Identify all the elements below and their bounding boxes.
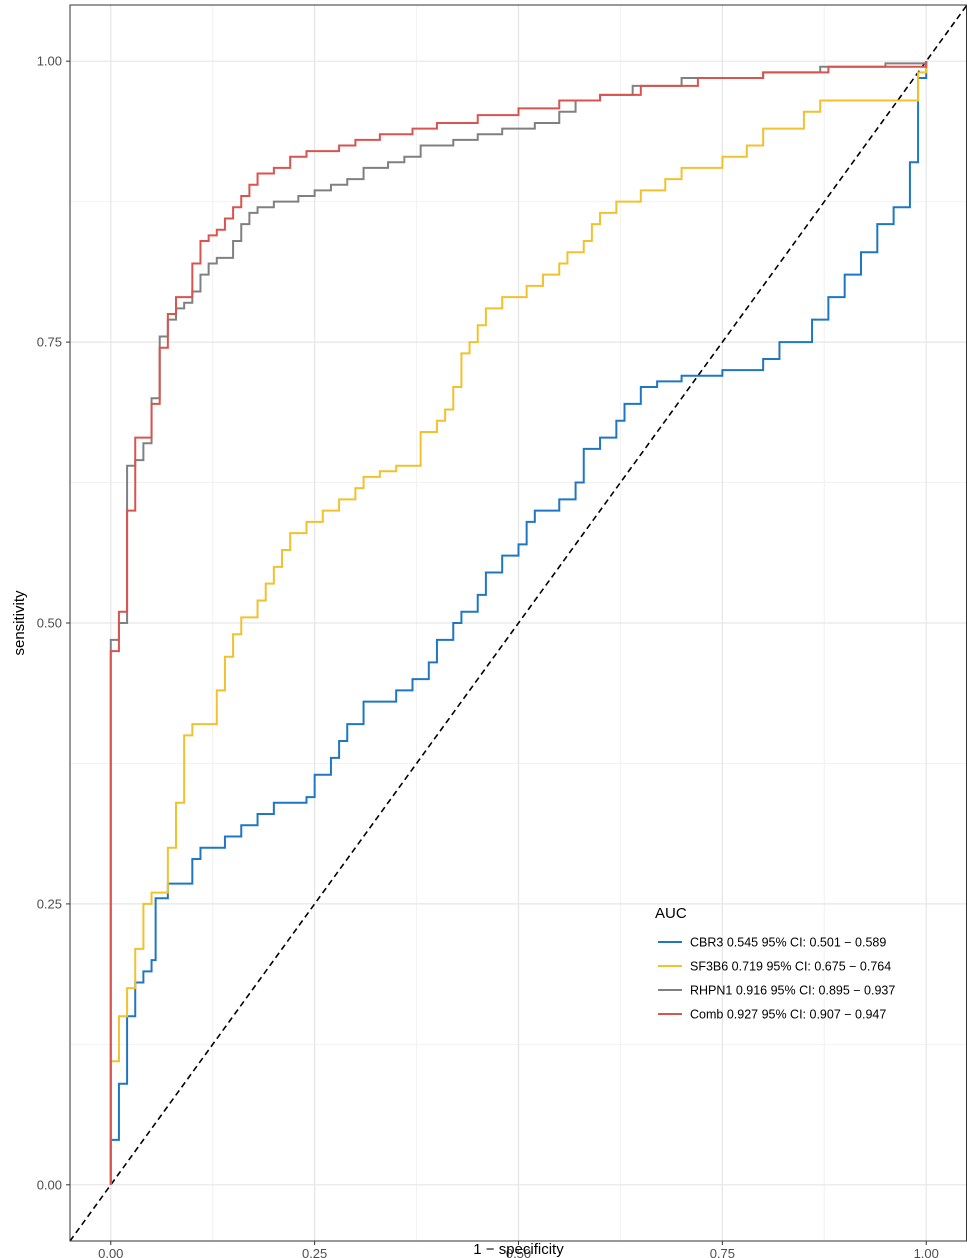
grid (70, 5, 967, 1241)
x-tick-label: 1.00 (914, 1246, 939, 1258)
y-tick-label: 0.25 (37, 896, 62, 911)
series-line-comb (109, 61, 928, 1185)
x-tick-label: 0.25 (302, 1246, 327, 1258)
axes: 0.00 0.25 0.50 0.75 1.00 0.00 0.25 0.50 0.75 1.00 (37, 54, 939, 1258)
legend-label-comb: Comb 0.927 95% CI: 0.907 − 0.947 (690, 1008, 886, 1022)
y-tick-label: 0.00 (37, 1177, 62, 1192)
reference-diagonal (69, 4, 967, 1242)
y-axis-title: sensitivity (11, 590, 28, 656)
x-axis-title: 1 − specificity (473, 1241, 564, 1258)
x-tick-label: 0.00 (98, 1246, 123, 1258)
y-tick-label: 1.00 (37, 54, 62, 69)
y-tick-label: 0.75 (37, 335, 62, 350)
series-lines (109, 61, 928, 1185)
legend-title: AUC (655, 905, 687, 922)
y-tick-label: 0.50 (37, 616, 62, 631)
x-tick-label: 0.50 (506, 1246, 531, 1258)
legend-label-rhpn1: RHPN1 0.916 95% CI: 0.895 − 0.937 (690, 984, 895, 998)
reference-line (69, 4, 967, 1242)
series-line-sf3b6 (109, 61, 928, 1185)
legend-label-sf3b6: SF3B6 0.719 95% CI: 0.675 − 0.764 (690, 960, 891, 974)
x-tick-label: 0.75 (710, 1246, 735, 1258)
series-line-cbr3 (109, 61, 928, 1185)
legend-label-cbr3: CBR3 0.545 95% CI: 0.501 − 0.589 (690, 936, 886, 950)
legend: AUC CBR3 0.545 95% CI: 0.501 − 0.589 SF3B… (655, 905, 895, 1022)
